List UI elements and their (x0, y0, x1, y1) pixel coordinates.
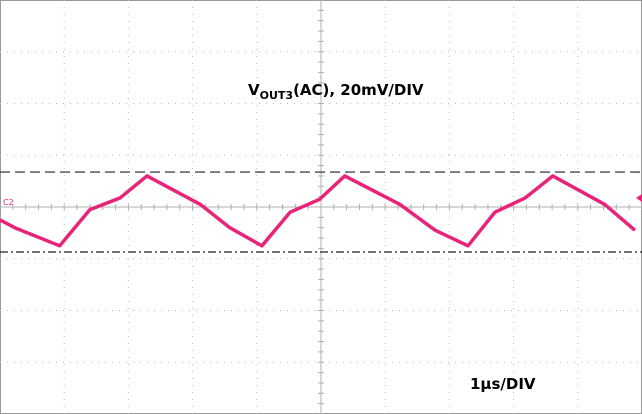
channel-marker: C2 (3, 198, 14, 207)
time-scale-label: 1µs/DIV (470, 375, 536, 393)
annotation-text: (AC), 20mV/DIV (293, 81, 424, 99)
trigger-marker (636, 194, 642, 202)
annotation-subscript: OUT3 (260, 89, 293, 102)
channel-annotation: VOUT3(AC), 20mV/DIV (248, 81, 424, 102)
waveform (0, 174, 637, 248)
annotation-symbol: V (248, 81, 260, 99)
